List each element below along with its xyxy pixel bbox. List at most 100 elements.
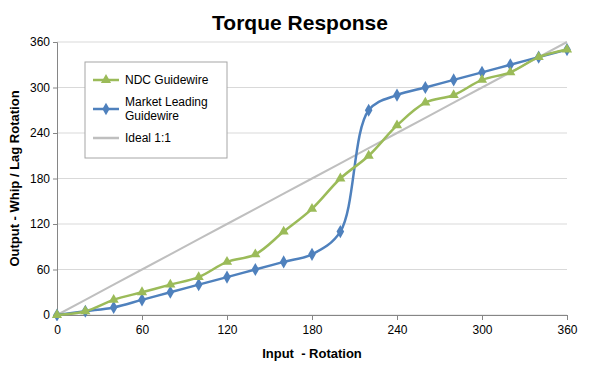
marker <box>52 309 62 318</box>
y-tick-label: 0 <box>43 308 50 322</box>
legend-marker <box>102 103 109 115</box>
marker <box>138 293 146 306</box>
y-tick: 180 <box>30 172 57 186</box>
legend: NDC Guidewire Market LeadingGuidewire Idea… <box>85 62 227 158</box>
x-tick: 300 <box>472 315 492 337</box>
y-tick-label: 120 <box>30 217 50 231</box>
legend-swatch <box>93 137 119 140</box>
legend-entry: Ideal 1:1 <box>93 131 171 145</box>
marker <box>194 271 204 280</box>
x-tick-label: 300 <box>472 323 492 337</box>
x-tick-label: 60 <box>136 323 150 337</box>
y-tick-label: 360 <box>30 35 50 49</box>
y-tick-mark <box>53 42 57 43</box>
x-tick-mark <box>567 315 568 320</box>
y-axis-line <box>53 43 58 316</box>
x-tick-label: 0 <box>54 323 61 337</box>
marker <box>252 263 260 276</box>
legend-marker <box>101 74 111 83</box>
marker <box>534 51 544 60</box>
legend-label: Market LeadingGuidewire <box>125 95 208 123</box>
x-tick: 180 <box>302 315 322 337</box>
series <box>53 43 571 321</box>
grid <box>57 42 567 315</box>
marker <box>308 248 316 261</box>
marker <box>337 225 345 238</box>
series-line <box>57 42 567 315</box>
y-tick-label: 300 <box>30 81 50 95</box>
marker <box>505 66 515 75</box>
y-tick-mark <box>53 270 57 271</box>
x-tick: 360 <box>557 315 577 337</box>
series-line <box>57 50 567 315</box>
marker <box>364 150 374 159</box>
series-line <box>57 50 567 315</box>
marker <box>223 271 231 284</box>
marker <box>222 256 232 265</box>
x-tick-mark <box>227 315 228 320</box>
marker <box>279 226 289 235</box>
y-tick-mark <box>53 224 57 225</box>
marker <box>165 279 175 288</box>
marker <box>110 301 118 314</box>
marker <box>307 203 317 212</box>
y-tick-mark <box>53 88 57 89</box>
legend-box <box>85 62 227 158</box>
x-tick-mark <box>142 315 143 320</box>
grid-line <box>57 269 567 270</box>
series <box>57 42 567 315</box>
x-axis-title: Input - Rotation <box>262 346 362 361</box>
x-tick-label: 360 <box>557 323 577 337</box>
x-tick: 60 <box>136 315 150 337</box>
marker <box>137 286 147 295</box>
y-tick: 360 <box>30 35 57 49</box>
marker <box>477 74 487 83</box>
y-axis-title: Output - Whip / Lag Rotation <box>7 90 22 266</box>
y-tick: 300 <box>30 81 57 95</box>
marker <box>449 89 459 98</box>
x-axis-line <box>58 316 568 321</box>
y-tick-label: 60 <box>37 263 51 277</box>
series <box>52 44 572 318</box>
legend-entry: NDC Guidewire <box>93 73 209 87</box>
marker <box>392 120 402 129</box>
chart: 0 60 120 180 240 300 360 0 60 120 180 240 300 360 Torq… <box>0 0 600 367</box>
marker <box>420 97 430 106</box>
plot-area <box>52 42 572 321</box>
y-tick-label: 180 <box>30 172 50 186</box>
grid-line <box>57 42 567 43</box>
grid-line <box>57 224 567 225</box>
x-tick-label: 180 <box>302 323 322 337</box>
x-tick-label: 240 <box>387 323 407 337</box>
marker <box>250 248 260 257</box>
x-tick-mark <box>312 315 313 320</box>
marker <box>365 104 373 117</box>
legend-entry: Market LeadingGuidewire <box>93 95 208 123</box>
y-tick-mark <box>53 179 57 180</box>
x-tick-label: 120 <box>217 323 237 337</box>
y-tick: 120 <box>30 217 57 231</box>
y-axis: 0 60 120 180 240 300 360 <box>30 35 58 322</box>
title: Torque Response <box>212 11 388 34</box>
legend-label: Ideal 1:1 <box>125 131 171 145</box>
marker <box>109 294 119 303</box>
x-axis: 0 60 120 180 240 300 360 <box>54 315 578 337</box>
y-tick: 240 <box>30 126 57 140</box>
x-tick: 120 <box>217 315 237 337</box>
marker <box>280 255 288 268</box>
x-tick-mark <box>482 315 483 320</box>
x-tick-mark <box>397 315 398 320</box>
marker <box>562 44 572 53</box>
marker <box>393 89 401 102</box>
marker <box>450 73 458 86</box>
marker <box>167 286 175 299</box>
marker <box>195 278 203 291</box>
legend-label: NDC Guidewire <box>125 73 209 87</box>
marker <box>335 173 345 182</box>
y-tick-label: 240 <box>30 126 50 140</box>
y-tick-mark <box>53 133 57 134</box>
x-tick: 240 <box>387 315 407 337</box>
y-tick: 60 <box>37 263 57 277</box>
marker <box>80 305 90 314</box>
marker <box>422 81 430 94</box>
